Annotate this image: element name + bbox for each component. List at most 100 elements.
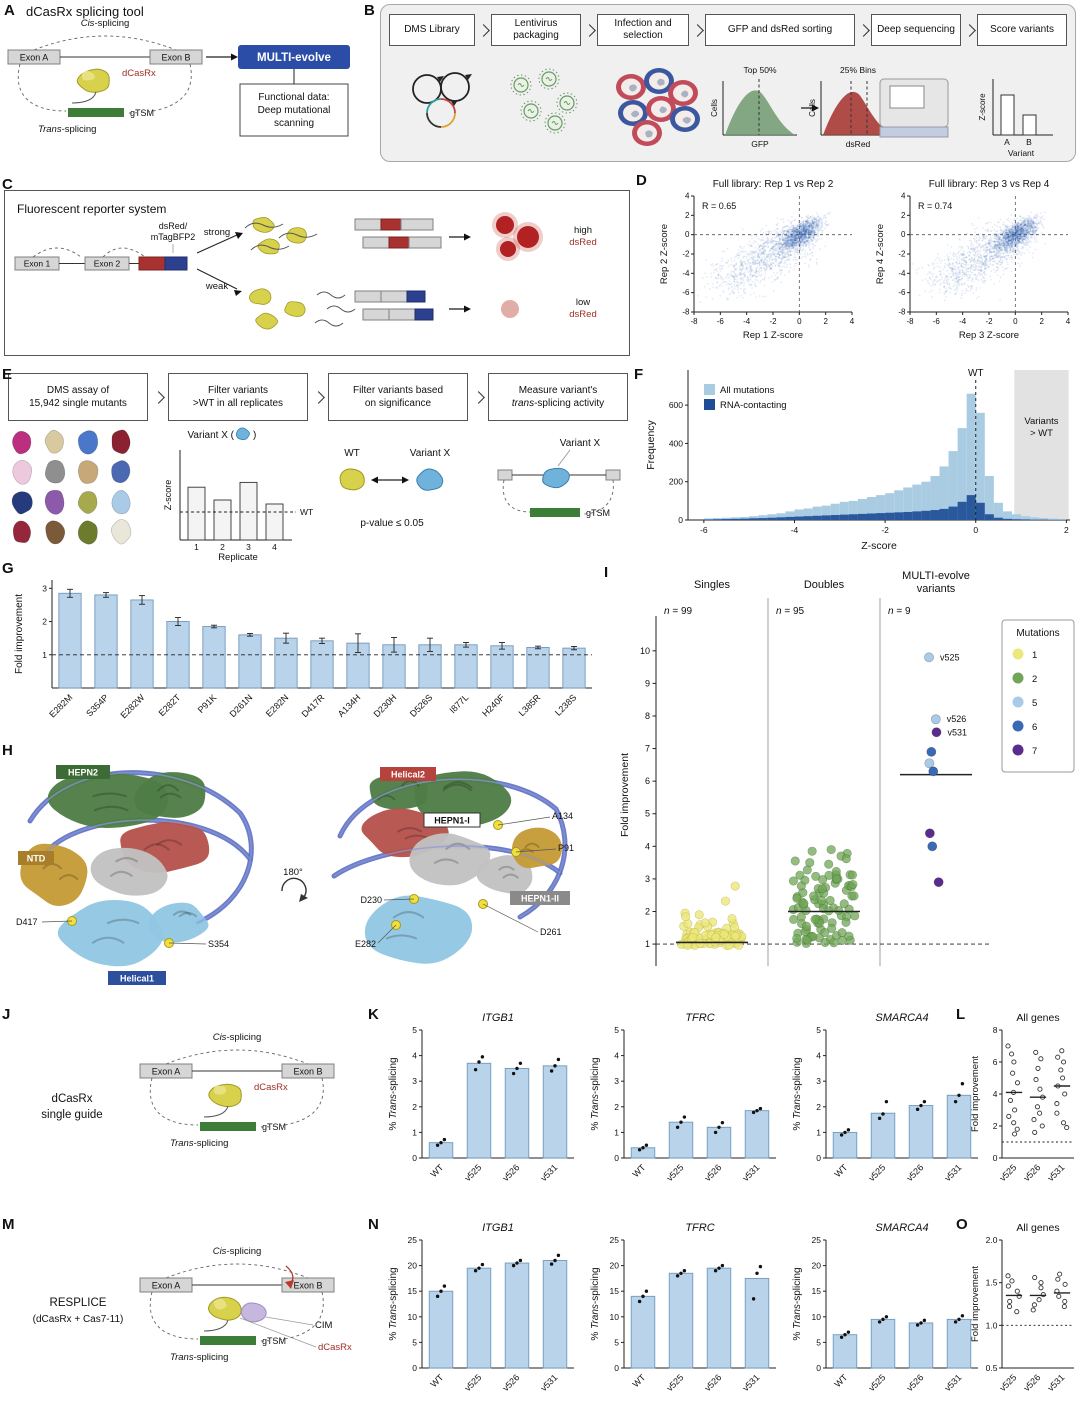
circle (1019, 237, 1022, 240)
circle (795, 237, 798, 240)
circle (778, 249, 781, 252)
circle (786, 251, 788, 254)
circle (794, 235, 797, 238)
circle (1023, 244, 1026, 246)
circle (1018, 250, 1021, 253)
circle (812, 225, 815, 228)
circle (1039, 221, 1042, 224)
circle (781, 249, 784, 251)
circle (767, 263, 770, 266)
circle (775, 236, 778, 239)
circle (808, 225, 811, 228)
scatter-cloud (696, 211, 831, 303)
circle (785, 236, 788, 239)
circle (1008, 244, 1010, 247)
circle (803, 228, 806, 231)
circle (784, 247, 787, 250)
circle (780, 250, 782, 253)
circle (1037, 221, 1040, 223)
circle (1010, 221, 1013, 224)
circle (981, 227, 984, 229)
x-axis-label: Rep 3 Z-score (959, 330, 1019, 341)
circle (768, 264, 771, 267)
circle (799, 225, 802, 228)
circle (1022, 225, 1025, 228)
circle (797, 230, 799, 233)
circle (1005, 229, 1008, 231)
path (32, 247, 82, 258)
circle (954, 253, 957, 256)
circle (1022, 221, 1025, 223)
circle (777, 235, 780, 238)
circle (805, 221, 808, 224)
circle (795, 244, 798, 247)
circle (765, 241, 768, 243)
circle (939, 284, 942, 286)
circle (785, 238, 788, 241)
circle (984, 272, 986, 275)
circle (726, 297, 728, 299)
circle (793, 239, 796, 242)
circle (774, 249, 776, 252)
circle (798, 230, 801, 232)
circle (1029, 219, 1032, 222)
circle (793, 240, 796, 243)
circle (807, 225, 810, 227)
circle (785, 256, 788, 258)
circle (985, 245, 988, 248)
circle (989, 263, 992, 266)
circle (786, 235, 789, 238)
circle (1032, 231, 1035, 234)
circle (763, 263, 766, 266)
circle (799, 231, 802, 233)
rect (380, 290, 408, 303)
circle (777, 228, 780, 231)
chevron-right-icon (962, 23, 976, 37)
circle (1025, 225, 1028, 228)
circle (795, 246, 798, 249)
circle (730, 260, 733, 263)
circle (731, 275, 734, 277)
circle (742, 260, 744, 263)
circle (790, 240, 793, 243)
circle (1035, 229, 1038, 232)
circle (970, 244, 973, 247)
circle (739, 265, 742, 267)
circle (797, 227, 800, 230)
circle (760, 266, 762, 269)
circle (769, 263, 772, 266)
circle (780, 250, 782, 253)
dcasrx-unbound (284, 301, 306, 317)
circle (800, 238, 803, 241)
circle (1017, 262, 1020, 265)
circle (961, 269, 964, 272)
circle (804, 244, 807, 247)
circle (798, 232, 801, 235)
circle (761, 246, 764, 249)
circle (796, 233, 799, 235)
circle (1041, 225, 1044, 228)
circle (760, 258, 763, 261)
circle (1023, 229, 1026, 232)
circle (1034, 230, 1036, 232)
circle (760, 259, 763, 262)
circle (779, 254, 781, 257)
circle (816, 239, 818, 242)
circle (1018, 235, 1021, 238)
circle (1020, 242, 1023, 245)
circle (802, 234, 805, 237)
circle (817, 220, 820, 223)
circle (952, 252, 955, 255)
circle (997, 246, 1000, 249)
circle (804, 233, 807, 236)
circle (1026, 225, 1029, 228)
circle (1012, 239, 1015, 241)
circle (1030, 220, 1033, 222)
circle (809, 236, 812, 239)
circle (736, 283, 739, 286)
circle (803, 236, 806, 238)
circle (1029, 228, 1032, 231)
circle (947, 259, 950, 262)
circle (994, 271, 997, 274)
circle (1021, 229, 1023, 231)
